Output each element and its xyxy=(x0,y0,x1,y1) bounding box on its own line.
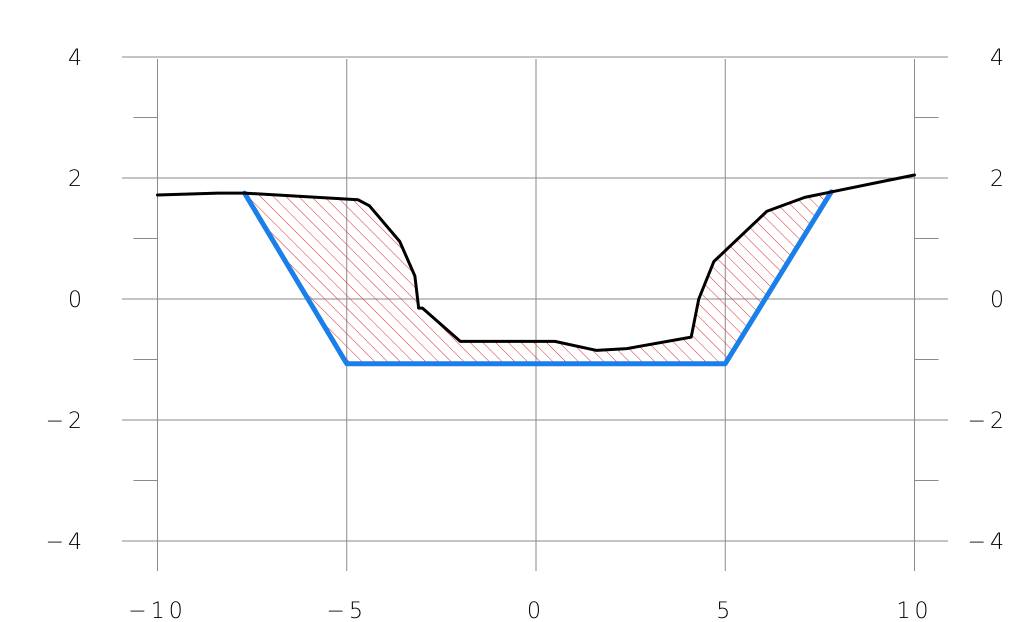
y-tick-label-left: 2 xyxy=(68,167,86,192)
y-tick-label-right: −4 xyxy=(968,530,1008,555)
y-tick-label-right: 2 xyxy=(990,167,1008,192)
y-tick-label-left: −4 xyxy=(46,530,86,555)
ground-profile-line xyxy=(156,173,916,352)
y-tick-label-right: 4 xyxy=(990,46,1008,71)
cut-fill-layer xyxy=(244,191,832,364)
y-tick-label-left: −2 xyxy=(46,409,86,434)
design-section-line xyxy=(242,189,834,367)
tick-labels: −10 −5 0 5 10 4 4 2 2 0 0 −2 −2 −4 −4 xyxy=(46,46,1008,622)
y-tick-label-right: −2 xyxy=(968,409,1008,434)
y-tick-label-right: 0 xyxy=(990,288,1008,313)
cut-area-fill xyxy=(244,191,832,364)
x-tick-label: −5 xyxy=(327,599,367,622)
x-tick-label: −10 xyxy=(128,599,186,622)
x-tick-label: 5 xyxy=(716,599,734,622)
series-layer xyxy=(156,173,916,367)
x-tick-label: 10 xyxy=(897,599,933,622)
y-tick-label-left: 0 xyxy=(68,288,86,313)
grid xyxy=(122,56,948,571)
y-tick-label-left: 4 xyxy=(68,46,86,71)
x-tick-label: 0 xyxy=(527,599,545,622)
